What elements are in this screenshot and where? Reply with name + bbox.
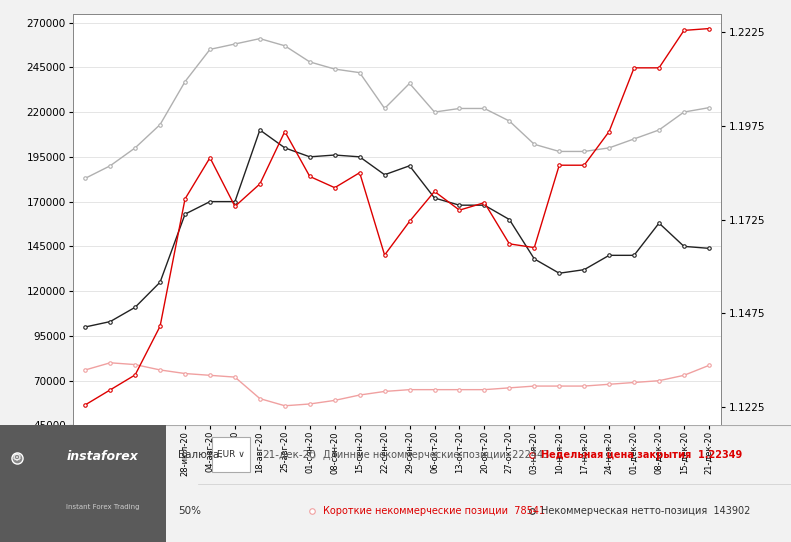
Text: Instant Forex Trading: Instant Forex Trading (66, 504, 139, 510)
Text: Валюта:: Валюта: (178, 450, 223, 460)
Text: ⚙: ⚙ (13, 453, 22, 463)
Text: EUR ∨: EUR ∨ (217, 450, 245, 459)
Text: instaforex: instaforex (67, 450, 138, 463)
Text: 21-дек-20: 21-дек-20 (263, 450, 316, 460)
Bar (0, 425, 166, 542)
FancyBboxPatch shape (212, 437, 250, 472)
Text: Некоммерческая нетто-позиция  143902: Некоммерческая нетто-позиция 143902 (541, 506, 751, 515)
Text: 50%: 50% (178, 506, 201, 515)
Text: Длинные некоммерческие позиции  222443: Длинные некоммерческие позиции 222443 (323, 449, 549, 460)
Text: Недельная цена закрытия  1.22349: Недельная цена закрытия 1.22349 (541, 450, 742, 460)
Text: Короткие некоммерческие позиции  78541: Короткие некоммерческие позиции 78541 (323, 506, 545, 515)
